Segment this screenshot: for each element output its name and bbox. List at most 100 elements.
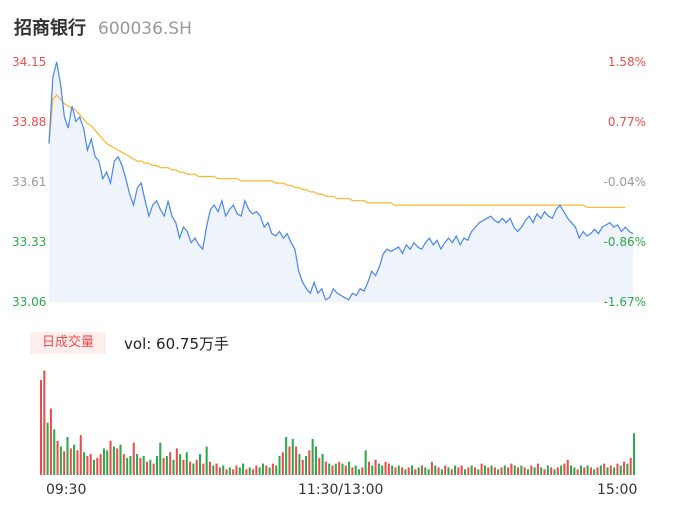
volume-bar — [603, 463, 606, 475]
volume-bar — [526, 469, 530, 475]
volume-bar — [142, 456, 145, 475]
volume-bar — [464, 469, 467, 475]
volume-bar — [371, 465, 374, 475]
volume-bar — [301, 459, 304, 475]
volume-bar — [530, 465, 533, 475]
volume-bar — [632, 433, 636, 475]
volume-bar — [550, 467, 553, 475]
volume-bar — [470, 465, 473, 475]
volume-bar — [583, 467, 586, 475]
volume-bar — [460, 465, 463, 475]
price-line — [48, 61, 634, 301]
pct-tick-label: -0.86% — [603, 235, 646, 249]
volume-bar — [271, 463, 274, 475]
volume-bar — [623, 461, 626, 475]
volume-bar — [175, 448, 178, 475]
volume-bar — [536, 463, 539, 475]
price-tick-label: 33.33 — [12, 235, 47, 249]
volume-bar — [69, 448, 72, 475]
volume-bar — [288, 446, 291, 475]
volume-bar — [295, 446, 298, 475]
volume-bar — [613, 467, 616, 475]
volume-bar — [437, 467, 440, 475]
volume-bar — [145, 461, 149, 475]
volume-bar — [162, 457, 165, 475]
volume-bar — [553, 469, 556, 475]
volume-bar — [540, 467, 543, 475]
volume-bar — [387, 463, 390, 475]
volume-bar — [570, 465, 573, 475]
volume-bar — [202, 463, 205, 475]
volume-bar — [619, 465, 622, 475]
volume-bar — [185, 452, 188, 475]
volume-bar — [324, 461, 327, 475]
volume-bar — [215, 463, 218, 475]
volume-bar — [510, 463, 513, 475]
volume-bar — [493, 467, 496, 475]
volume-bar — [261, 463, 264, 475]
volume-bar — [467, 467, 470, 475]
pct-tick-label: 0.77% — [607, 115, 646, 129]
volume-bar — [159, 442, 162, 475]
stock-title: 招商银行 600036.SH — [14, 14, 192, 39]
volume-bar — [520, 465, 523, 475]
volume-bar — [109, 440, 112, 475]
volume-bar — [242, 463, 245, 475]
volume-bar — [102, 448, 105, 475]
volume-bar — [490, 465, 493, 475]
volume-plot — [39, 370, 636, 475]
price-tick-label: 33.06 — [12, 295, 47, 309]
volume-bar — [344, 465, 347, 475]
volume-bar — [417, 467, 420, 475]
volume-bar — [165, 456, 168, 475]
volume-bar — [546, 465, 549, 475]
volume-bar — [533, 467, 536, 475]
volume-bar — [298, 454, 301, 475]
pct-tick-label: -1.67% — [603, 295, 646, 309]
volume-bar — [596, 467, 599, 475]
price-tick-label: 34.15 — [12, 55, 47, 69]
volume-bar — [497, 469, 500, 475]
price-tick-label: 33.88 — [12, 115, 47, 129]
price-tick-label: 33.61 — [12, 175, 47, 189]
volume-bar — [593, 469, 596, 475]
volume-bar — [308, 450, 311, 475]
volume-bar — [92, 459, 96, 475]
volume-bar — [122, 454, 125, 475]
stock-name: 招商银行 — [14, 18, 86, 39]
volume-bar — [354, 465, 357, 475]
volume-bar — [126, 457, 129, 475]
volume-bar — [116, 448, 119, 475]
volume-bar — [83, 452, 86, 475]
volume-bar — [169, 452, 172, 475]
volume-bar — [119, 444, 122, 475]
volume-tab[interactable]: 日成交量 — [30, 332, 107, 354]
volume-bar — [228, 467, 231, 475]
volume-bar — [208, 461, 211, 475]
volume-bar — [255, 465, 258, 475]
volume-bar — [66, 437, 69, 475]
volume-bar — [106, 450, 109, 475]
volume-bar — [348, 461, 351, 475]
volume-bar — [56, 440, 59, 475]
volume-bar — [361, 467, 364, 475]
volume-bar — [457, 467, 460, 475]
volume-bar — [59, 446, 62, 475]
pct-tick-label: 1.58% — [607, 55, 646, 69]
volume-bar — [132, 442, 135, 475]
volume-bar — [367, 461, 370, 475]
volume-bar — [334, 463, 337, 475]
price-plot — [48, 61, 634, 302]
volume-bar — [616, 463, 619, 475]
volume-bar — [212, 465, 215, 475]
time-label-open: 09:30 — [46, 482, 87, 498]
stock-code: 600036.SH — [98, 19, 192, 39]
volume-bar — [563, 463, 566, 475]
volume-bar — [218, 467, 221, 475]
volume-bar — [560, 465, 563, 475]
volume-bar — [507, 467, 510, 475]
volume-bar — [278, 456, 281, 475]
volume-bar — [328, 463, 331, 475]
volume-bar — [404, 469, 407, 475]
